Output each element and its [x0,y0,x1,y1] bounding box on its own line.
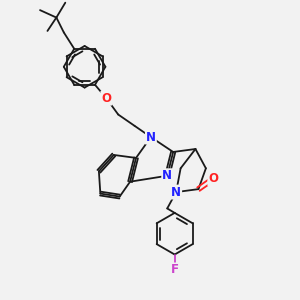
Text: N: N [171,186,181,199]
Text: O: O [101,92,111,105]
Text: F: F [171,263,179,277]
Text: N: N [146,130,156,144]
Text: O: O [208,172,218,185]
Text: N: N [162,169,172,182]
